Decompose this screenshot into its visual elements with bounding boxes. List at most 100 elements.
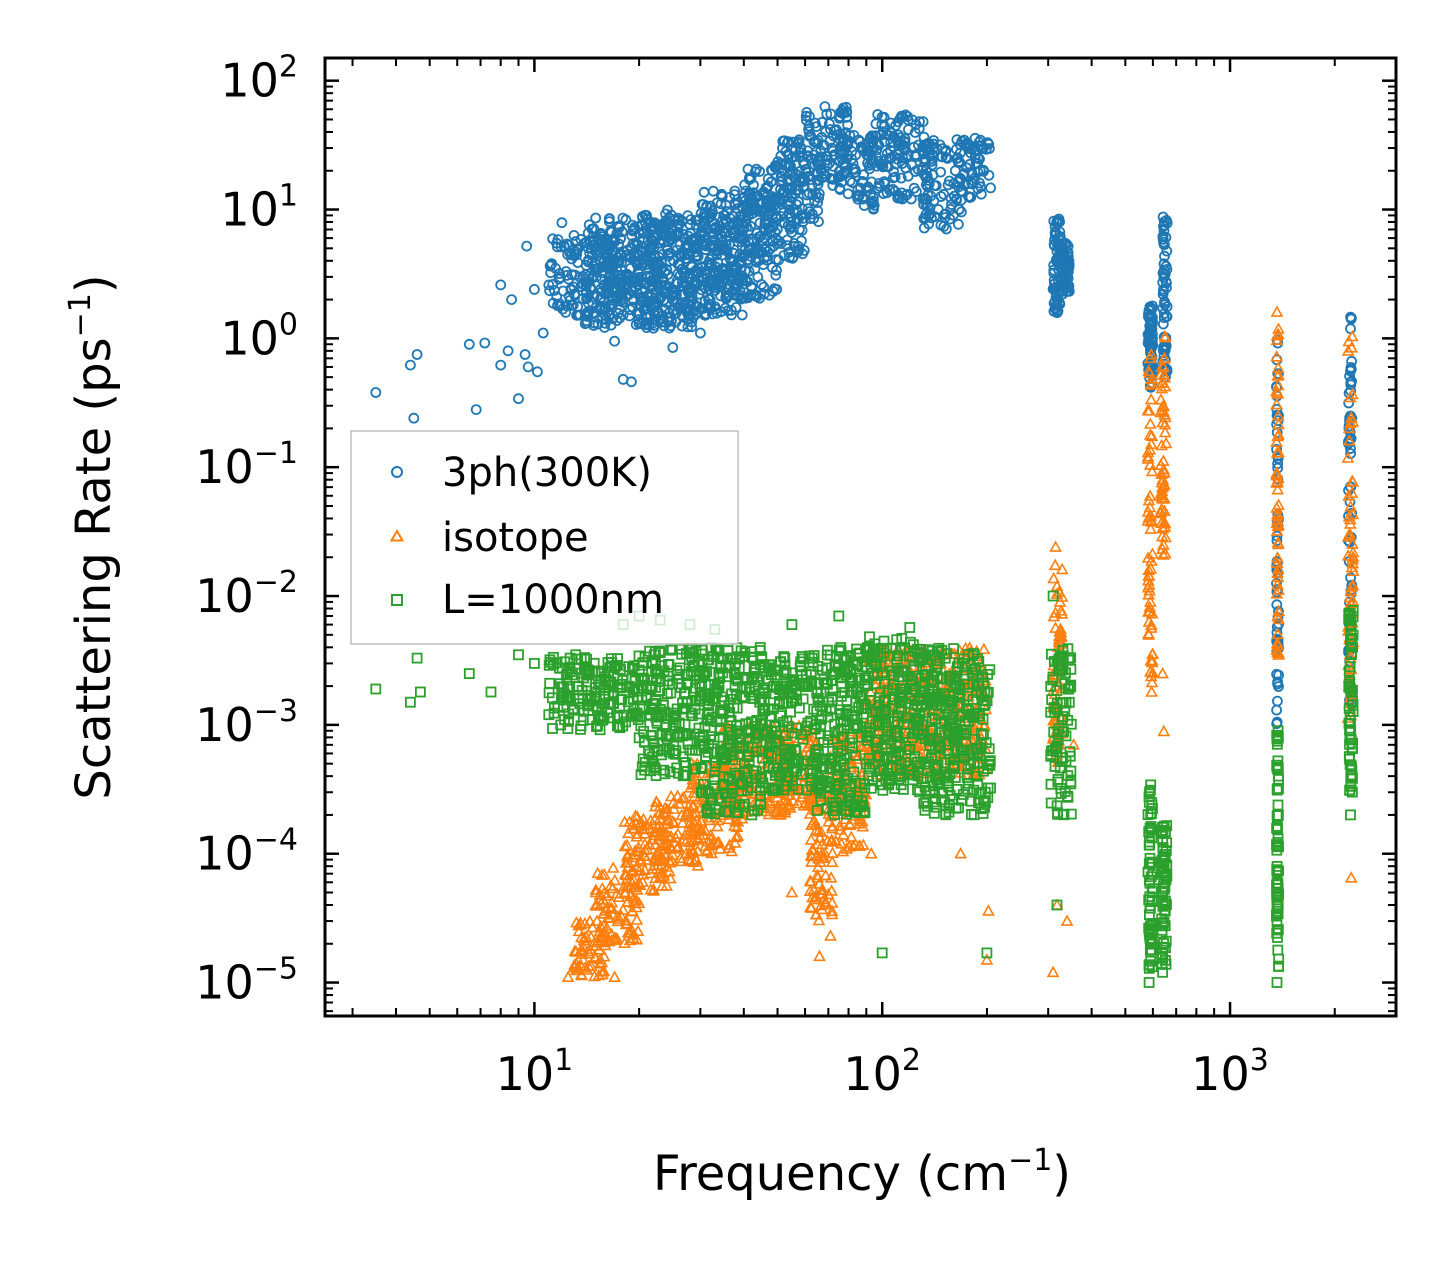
data-point — [812, 824, 825, 837]
data-point — [1345, 323, 1356, 335]
data-point — [841, 106, 853, 118]
data-point — [1160, 341, 1172, 353]
data-point — [707, 234, 718, 246]
data-point — [804, 791, 817, 803]
data-point — [1142, 568, 1156, 581]
data-point — [922, 189, 934, 201]
data-point — [792, 184, 804, 196]
data-point — [811, 860, 825, 873]
data-point — [952, 152, 964, 164]
data-point — [1156, 521, 1169, 534]
data-point — [821, 108, 833, 120]
data-point — [583, 254, 594, 266]
data-point — [906, 114, 918, 126]
data-point — [781, 240, 793, 252]
data-point — [1155, 467, 1168, 479]
data-point — [775, 184, 786, 195]
data-point — [804, 833, 818, 845]
data-point — [1144, 417, 1157, 429]
data-point — [825, 108, 837, 120]
data-point — [975, 181, 987, 193]
data-point — [720, 227, 732, 239]
data-point — [677, 228, 689, 240]
data-point — [844, 830, 858, 842]
data-point — [1142, 337, 1154, 349]
data-point — [856, 838, 870, 850]
data-point — [608, 259, 620, 271]
data-point — [926, 159, 938, 171]
data-point — [1160, 260, 1172, 272]
data-point — [532, 366, 543, 378]
data-point — [911, 186, 922, 198]
data-point — [811, 121, 822, 132]
data-point — [611, 265, 623, 277]
data-point — [1144, 621, 1158, 633]
data-point — [722, 305, 734, 317]
data-point — [833, 823, 847, 835]
data-point — [470, 404, 482, 416]
data-point — [560, 306, 572, 318]
data-point — [660, 817, 674, 830]
data-point — [926, 153, 937, 165]
data-point — [588, 950, 602, 962]
data-point — [658, 830, 672, 842]
data-point — [556, 217, 568, 229]
data-point — [618, 839, 632, 852]
data-point — [697, 225, 708, 237]
data-point — [648, 838, 662, 850]
data-point — [682, 321, 694, 333]
data-point — [700, 308, 712, 320]
data-point — [721, 235, 732, 246]
data-point — [1144, 392, 1158, 405]
data-point — [802, 170, 814, 182]
data-point — [809, 889, 822, 902]
data-point — [657, 853, 671, 865]
data-point — [624, 880, 637, 893]
data-point — [578, 916, 592, 929]
data-point — [648, 322, 659, 334]
data-point — [722, 282, 734, 293]
data-point — [638, 863, 652, 876]
data-point — [606, 881, 620, 894]
data-point — [568, 958, 581, 970]
data-point — [572, 243, 584, 255]
data-point — [957, 186, 969, 198]
data-point — [921, 170, 933, 182]
data-point — [636, 875, 650, 887]
data-point — [777, 207, 789, 219]
data-point — [659, 304, 671, 315]
data-point — [590, 914, 604, 926]
data-point — [621, 274, 632, 286]
data-point — [495, 359, 507, 371]
data-point — [819, 101, 831, 112]
data-point — [940, 151, 952, 163]
data-point — [552, 234, 564, 246]
data-point — [814, 898, 828, 911]
data-point — [978, 164, 989, 176]
data-point — [797, 212, 809, 224]
data-point — [593, 893, 606, 905]
data-point — [710, 221, 722, 233]
data-point — [1061, 286, 1072, 298]
data-point — [622, 269, 634, 281]
data-point — [696, 262, 708, 274]
data-point — [635, 291, 646, 303]
data-point — [506, 294, 518, 306]
data-point — [606, 861, 620, 873]
data-point — [1055, 562, 1069, 575]
data-point — [851, 190, 863, 202]
data-point — [1157, 724, 1171, 737]
data-point — [945, 192, 957, 204]
data-point — [808, 892, 822, 905]
data-point — [770, 193, 782, 205]
data-point — [925, 208, 936, 220]
data-point — [623, 933, 637, 946]
data-point — [741, 203, 753, 215]
data-point — [815, 837, 829, 850]
data-point — [634, 855, 648, 867]
data-point — [1158, 308, 1170, 320]
data-point — [797, 799, 811, 811]
data-point — [918, 222, 930, 234]
data-point — [799, 174, 811, 185]
data-point — [837, 137, 849, 148]
